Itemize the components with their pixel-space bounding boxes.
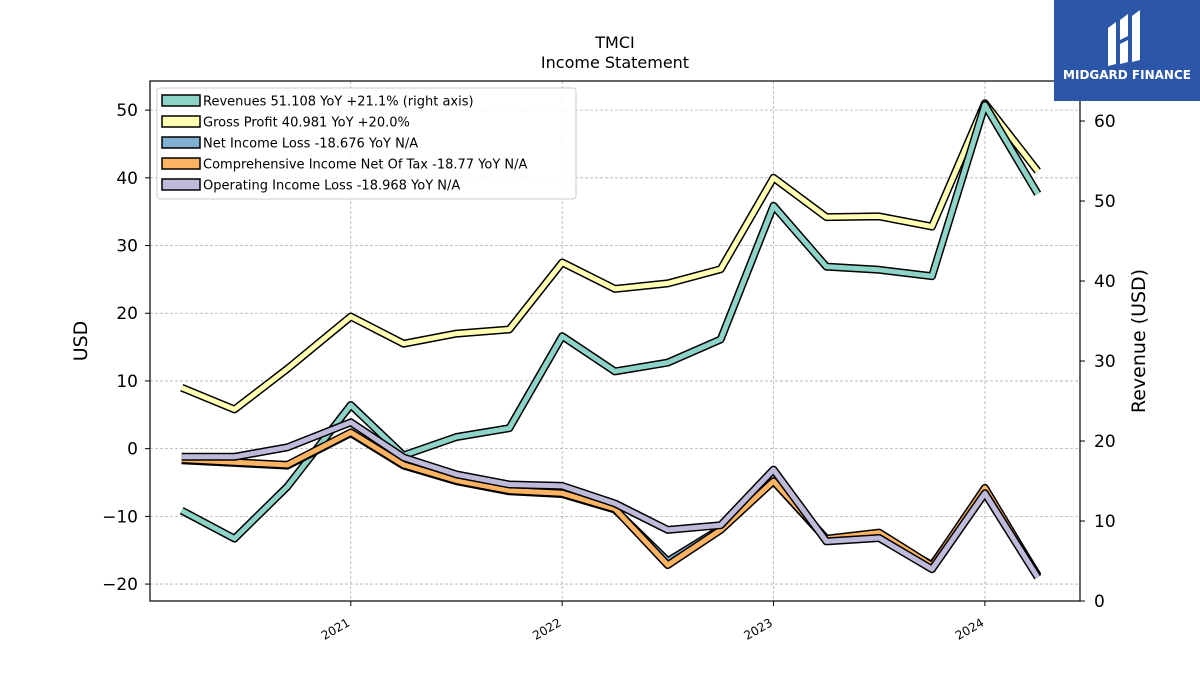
- legend-swatch: [161, 178, 201, 191]
- legend-label: Operating Income Loss -18.968 YoY N/A: [203, 179, 460, 194]
- legend-label: Revenues 51.108 YoY +21.1% (right axis): [203, 95, 474, 110]
- legend-swatch: [161, 115, 201, 128]
- y2-tick-label: 20: [1094, 432, 1116, 452]
- chart-title: TMCI: [594, 33, 634, 52]
- series-line: [180, 100, 1040, 412]
- y2-tick-label: 10: [1094, 512, 1116, 532]
- y-tick-label: −20: [102, 575, 138, 595]
- x-tick-label: 2024: [953, 615, 986, 642]
- x-tick-label: 2023: [742, 615, 775, 642]
- y2-tick-label: 30: [1094, 352, 1116, 372]
- y-tick-label: 0: [127, 440, 138, 460]
- right-axis-ticks: 0 10 20 30 40 50 60: [1080, 112, 1116, 612]
- y2-tick-label: 40: [1094, 272, 1116, 292]
- legend-swatch: [161, 94, 201, 107]
- legend-swatch: [161, 157, 201, 170]
- legend-swatch: [161, 136, 201, 149]
- y-tick-label: −10: [102, 507, 138, 527]
- legend-label: Comprehensive Income Net Of Tax -18.77 Y…: [203, 158, 528, 173]
- y-tick-label: 20: [116, 304, 138, 324]
- y-tick-label: 50: [116, 101, 138, 121]
- y2-tick-label: 0: [1094, 592, 1105, 612]
- left-axis-ticks: −20 −10 0 10 20 30 40 50: [102, 101, 150, 595]
- brand-logo: MIDGARD FINANCE: [1054, 0, 1200, 101]
- legend-label: Gross Profit 40.981 YoY +20.0%: [203, 116, 410, 131]
- x-tick-label: 2022: [530, 615, 563, 642]
- brand-mark-icon: [1108, 10, 1140, 66]
- brand-name: MIDGARD FINANCE: [1063, 68, 1191, 82]
- chart-subtitle: Income Statement: [541, 53, 689, 72]
- y2-tick-label: 60: [1094, 112, 1116, 132]
- series-line: [181, 419, 1040, 579]
- y2-tick-label: 50: [1094, 192, 1116, 212]
- legend: Revenues 51.108 YoY +21.1% (right axis) G…: [156, 87, 577, 200]
- legend-box: [156, 87, 577, 200]
- series-lines: [179, 99, 1042, 580]
- x-tick-label: 2021: [319, 615, 352, 642]
- y-tick-label: 40: [116, 169, 138, 189]
- x-axis-ticks: 2021 2022 2023 2024: [319, 601, 986, 643]
- y-tick-label: 30: [116, 237, 138, 257]
- y-tick-label: 10: [116, 372, 138, 392]
- y2-axis-label: Revenue (USD): [1128, 269, 1150, 413]
- y-axis-label: USD: [70, 321, 92, 362]
- legend-label: Net Income Loss -18.676 YoY N/A: [203, 137, 418, 152]
- series-line: [181, 429, 1040, 578]
- plot-frame: [149, 80, 1081, 602]
